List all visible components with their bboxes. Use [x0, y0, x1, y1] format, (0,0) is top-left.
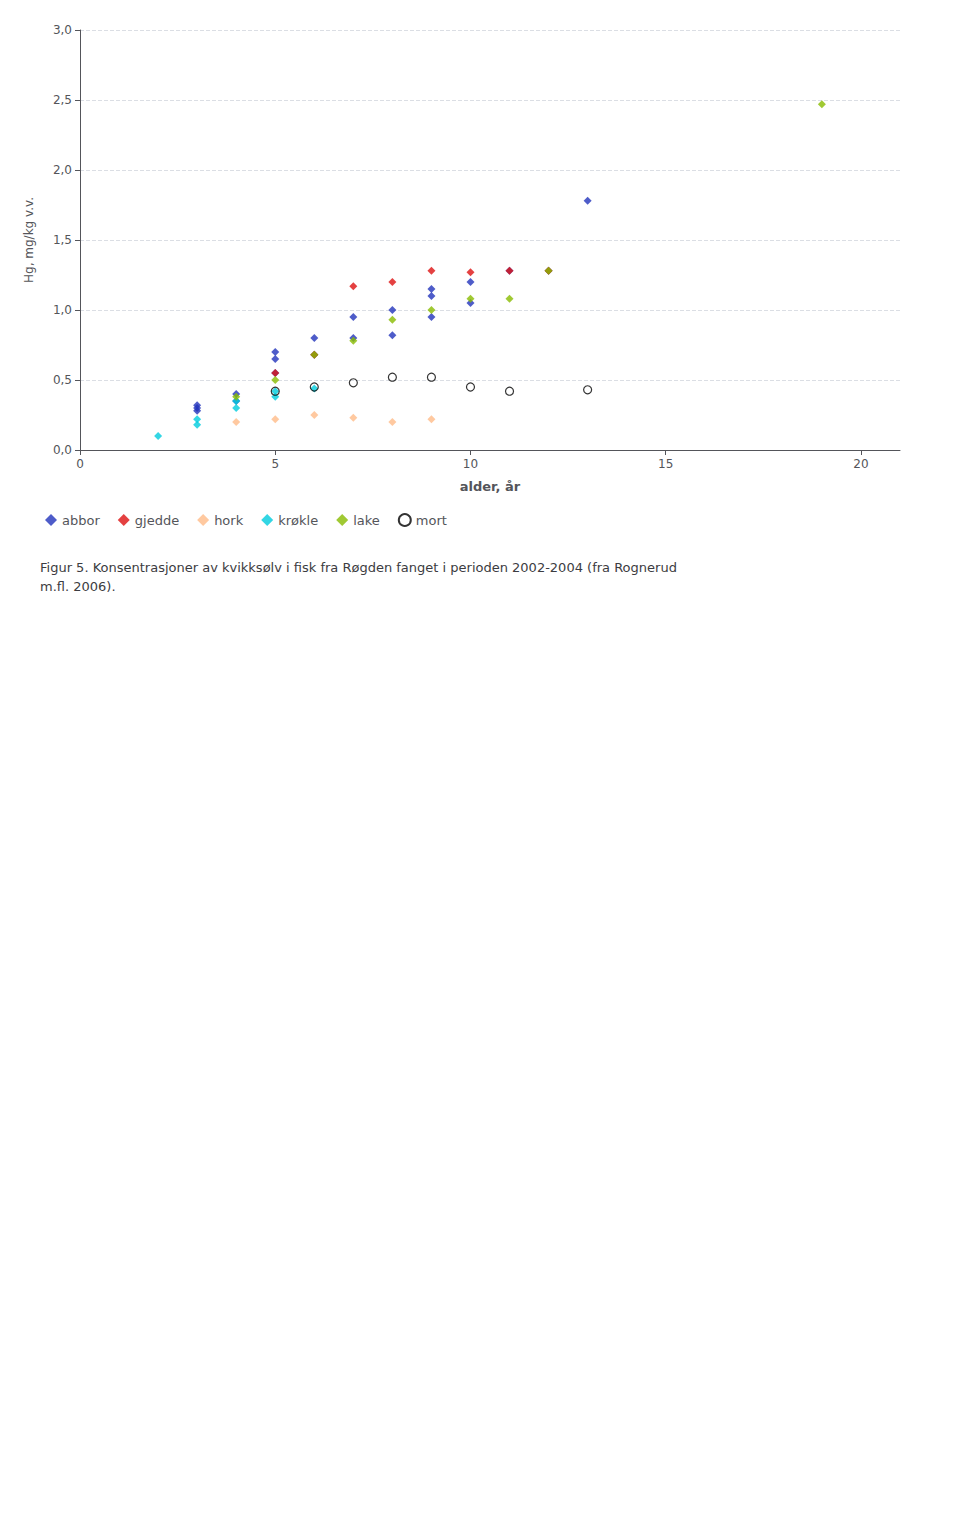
svg-text:2,0: 2,0 [53, 163, 72, 177]
svg-text:m.fl. 2006).: m.fl. 2006). [40, 579, 116, 594]
svg-text:0,5: 0,5 [53, 373, 72, 387]
svg-text:lake: lake [353, 513, 380, 528]
svg-text:10: 10 [463, 457, 478, 471]
svg-text:mort: mort [416, 513, 447, 528]
svg-text:abbor: abbor [62, 513, 100, 528]
svg-text:gjedde: gjedde [135, 513, 179, 528]
svg-text:3,0: 3,0 [53, 23, 72, 37]
svg-text:1,5: 1,5 [53, 233, 72, 247]
svg-text:15: 15 [658, 457, 673, 471]
svg-text:5: 5 [271, 457, 279, 471]
svg-text:krøkle: krøkle [278, 513, 318, 528]
svg-text:20: 20 [853, 457, 868, 471]
svg-text:Figur 5. Konsentrasjoner av kv: Figur 5. Konsentrasjoner av kvikksølv i … [40, 560, 677, 575]
svg-text:hork: hork [214, 513, 244, 528]
svg-text:alder, år: alder, år [460, 479, 521, 494]
svg-text:0,0: 0,0 [53, 443, 72, 457]
svg-text:2,5: 2,5 [53, 93, 72, 107]
svg-text:0: 0 [76, 457, 84, 471]
svg-text:Hg, mg/kg v.v.: Hg, mg/kg v.v. [22, 197, 36, 283]
svg-text:1,0: 1,0 [53, 303, 72, 317]
